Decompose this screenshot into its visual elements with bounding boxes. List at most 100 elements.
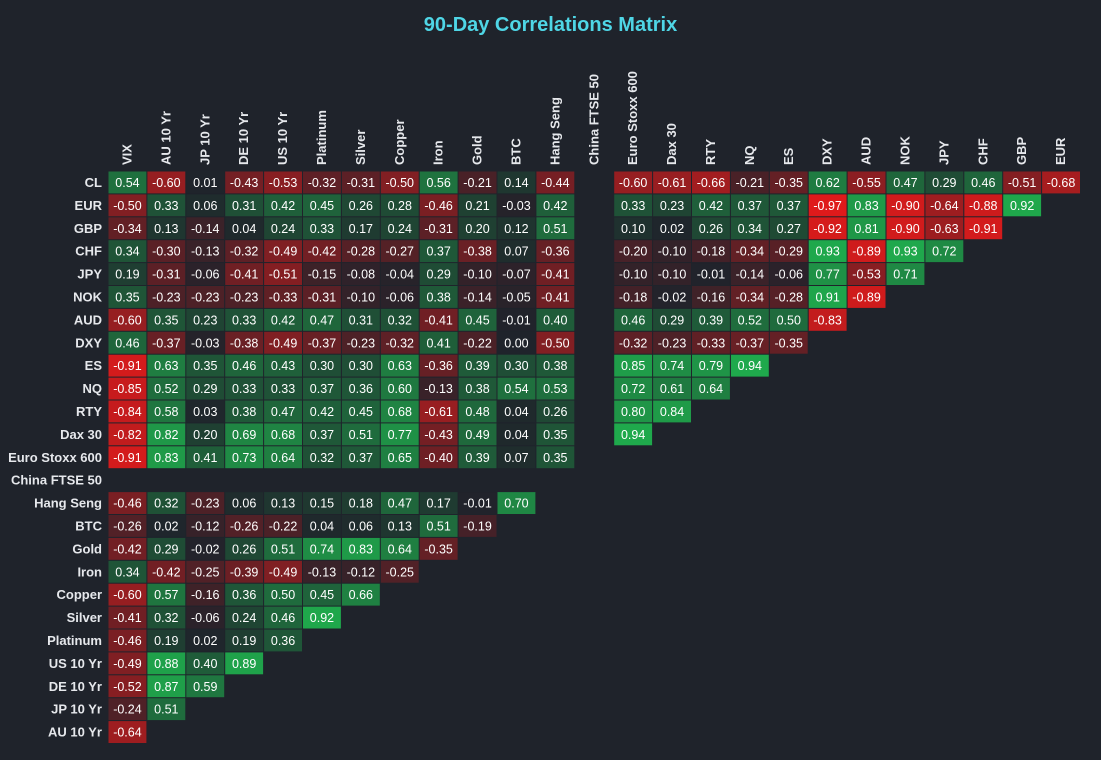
heatmap-cell (419, 537, 458, 560)
cell-value-label: -0.02 (191, 542, 220, 556)
row-label: US 10 Yr (49, 656, 102, 671)
cell-value-label: 0.88 (154, 657, 178, 671)
cell-value-label: 0.37 (310, 428, 334, 442)
heatmap-cell (108, 721, 147, 743)
cell-value-label: 0.45 (349, 405, 373, 419)
cell-value-label: -0.49 (269, 336, 298, 350)
cell-value-label: 0.64 (271, 451, 295, 465)
cell-value-label: -0.52 (113, 680, 142, 694)
cell-value-label: 0.33 (154, 199, 178, 213)
heatmap-cell (225, 240, 264, 263)
cell-value-label: 0.33 (232, 313, 256, 327)
heatmap-cell (692, 286, 730, 308)
cell-value-label: -0.32 (308, 176, 337, 190)
cell-value-label: -0.83 (813, 313, 842, 327)
cell-value-label: -0.66 (697, 176, 726, 190)
cell-value-label: 0.02 (154, 519, 178, 533)
row-label: RTY (76, 404, 102, 419)
heatmap-cell (108, 194, 147, 217)
heatmap-cell (692, 354, 730, 377)
row-label: CL (85, 175, 102, 190)
heatmap-cell (614, 308, 653, 331)
cell-value-label: -0.23 (191, 497, 220, 511)
cell-value-label: -0.24 (113, 703, 142, 717)
cell-value-label: 0.13 (154, 222, 178, 236)
heatmap-cell (419, 308, 458, 331)
heatmap-cell (808, 194, 847, 217)
cell-value-label: 0.69 (232, 428, 256, 442)
cell-value-label: -0.63 (930, 222, 959, 236)
cell-value-label: -0.12 (347, 565, 376, 579)
column-label: AUD (859, 137, 874, 165)
heatmap-cell (303, 560, 341, 583)
heatmap-cell (769, 240, 808, 263)
heatmap-cell (419, 171, 458, 194)
heatmap-cell (419, 331, 458, 354)
cell-value-label: -0.60 (619, 176, 648, 190)
cell-value-label: -0.46 (424, 199, 453, 213)
heatmap-cell (147, 171, 186, 194)
cell-value-label: 0.37 (310, 382, 334, 396)
heatmap-cell (147, 217, 186, 240)
cell-value-label: 0.26 (699, 222, 723, 236)
column-label: Gold (470, 135, 485, 165)
heatmap-cell (497, 331, 536, 354)
cell-value-label: -0.04 (386, 268, 415, 282)
heatmap-cell (692, 377, 730, 400)
heatmap-cell (536, 308, 575, 331)
cell-value-label: 0.06 (193, 199, 217, 213)
heatmap-cell (264, 446, 302, 469)
cell-value-label: 0.29 (660, 313, 684, 327)
heatmap-cell (419, 286, 458, 308)
cell-value-label: -0.61 (658, 176, 687, 190)
heatmap-cell (497, 194, 536, 217)
heatmap-cell (380, 286, 419, 308)
cell-value-label: 0.13 (271, 497, 295, 511)
column-label: CHF (975, 138, 990, 165)
heatmap-cell (925, 171, 964, 194)
heatmap-cell (808, 263, 847, 285)
heatmap-cell (186, 492, 225, 514)
heatmap-cell (108, 560, 147, 583)
cell-value-label: -0.07 (502, 268, 531, 282)
heatmap-cell (303, 331, 341, 354)
cell-value-label: -0.20 (619, 245, 648, 259)
heatmap-cell (653, 217, 691, 240)
cell-value-label: 0.52 (154, 382, 178, 396)
heatmap-cell (692, 331, 730, 354)
cell-value-label: 0.37 (426, 245, 450, 259)
cell-value-label: -0.28 (347, 245, 376, 259)
cell-value-label: -0.46 (113, 634, 142, 648)
cell-value-label: 0.04 (232, 222, 256, 236)
row-label: NQ (83, 381, 103, 396)
heatmap-cell (1003, 171, 1042, 194)
heatmap-cell (808, 240, 847, 263)
heatmap-cell (147, 492, 186, 514)
cell-value-label: 0.49 (465, 428, 489, 442)
cell-value-label: 0.93 (815, 245, 839, 259)
heatmap-cell (497, 286, 536, 308)
heatmap-cell (303, 400, 341, 423)
heatmap-cell (536, 217, 575, 240)
heatmap-cell (1003, 194, 1042, 217)
cell-value-label: -0.41 (230, 268, 259, 282)
cell-value-label: 0.29 (193, 382, 217, 396)
column-label: NQ (742, 146, 757, 166)
heatmap-cell (614, 286, 653, 308)
heatmap-cell (225, 515, 264, 537)
cell-value-label: -0.14 (463, 290, 492, 304)
heatmap-cell (847, 286, 886, 308)
cell-value-label: 0.33 (621, 199, 645, 213)
cell-value-label: 0.42 (271, 199, 295, 213)
heatmap-cell (380, 217, 419, 240)
cell-value-label: -0.35 (775, 336, 804, 350)
cell-value-label: -0.22 (463, 336, 492, 350)
cell-value-label: -0.16 (191, 588, 220, 602)
heatmap-cell (458, 423, 497, 446)
cell-value-label: -0.03 (502, 199, 531, 213)
cell-value-label: 0.17 (426, 497, 450, 511)
cell-value-label: -0.49 (113, 657, 142, 671)
cell-value-label: 0.66 (349, 588, 373, 602)
cell-value-label: -0.91 (113, 451, 142, 465)
heatmap-cell (225, 263, 264, 285)
